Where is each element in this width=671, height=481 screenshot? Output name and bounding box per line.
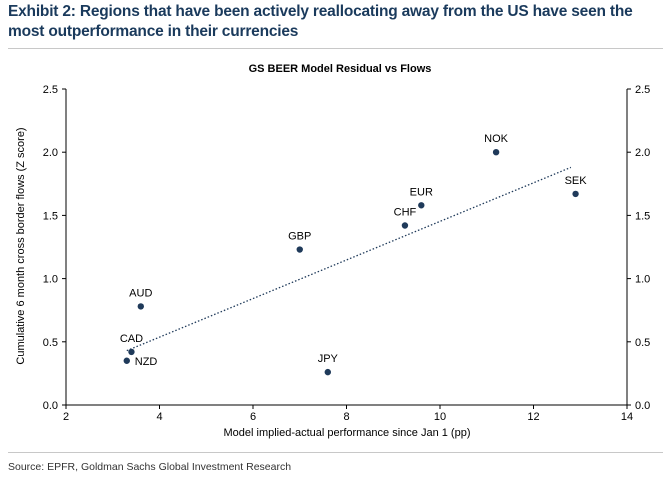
- point-chf: [401, 222, 409, 229]
- y-tick-label-right: 2.0: [635, 147, 650, 159]
- y-tick-label-right: 2.5: [635, 84, 650, 96]
- y-tick-label-left: 2.0: [43, 147, 58, 159]
- y-tick-label-left: 2.5: [43, 84, 58, 96]
- y-tick-label-left: 1.0: [43, 274, 58, 286]
- point-gbp: [296, 246, 303, 253]
- point-jpy: [324, 368, 331, 376]
- point-label-cad: CAD: [120, 333, 143, 345]
- x-tick-label: 4: [156, 411, 162, 423]
- y-tick-label-right: 1.0: [635, 274, 650, 286]
- point-label-nok: NOK: [484, 133, 509, 145]
- x-tick-label: 6: [250, 411, 256, 423]
- y-tick-label-right: 1.5: [635, 210, 650, 222]
- point-cad: [128, 348, 135, 356]
- point-label-jpy: JPY: [318, 353, 339, 365]
- point-nzd: [123, 357, 130, 364]
- x-tick-label: 8: [343, 411, 349, 423]
- exhibit-title: Exhibit 2: Regions that have been active…: [8, 3, 633, 40]
- point-label-eur: EUR: [410, 186, 433, 198]
- y-tick-label-left: 0.0: [43, 400, 58, 412]
- trendline-group: [126, 166, 572, 352]
- point-label-gbp: GBP: [288, 231, 311, 243]
- point-aud: [137, 303, 144, 310]
- top-divider: [8, 48, 663, 49]
- point-label-chf: CHF: [394, 207, 417, 219]
- y-tick-label-right: 0.0: [635, 400, 650, 412]
- point-sek: [572, 190, 579, 198]
- trendline: [126, 166, 572, 352]
- points-group: NOK SEK EUR CHF GBP AUD CAD NZD JPY: [120, 133, 588, 376]
- point-label-sek: SEK: [565, 175, 588, 187]
- y-tick-label-left: 0.5: [43, 337, 58, 349]
- x-axis-label: Model implied-actual performance since J…: [223, 427, 470, 439]
- point-nok: [492, 149, 500, 156]
- bottom-divider: [8, 452, 663, 453]
- chart-title: GS BEER Model Residual vs Flows: [249, 63, 432, 75]
- x-tick-label: 2: [63, 411, 69, 423]
- x-tick-label: 14: [621, 411, 633, 423]
- y-tick-label-left: 1.5: [43, 210, 58, 222]
- axes: 0.0 0.0 0.5 0.5 1.0 1.0 1.5 1.5 2.0 2.0 2.5 2.5 2 4 6 8…: [43, 84, 651, 423]
- source-note: Source: EPFR, Goldman Sachs Global Inves…: [8, 461, 292, 473]
- point-eur: [418, 202, 425, 209]
- y-tick-label-right: 0.5: [635, 337, 650, 349]
- x-tick-label: 12: [527, 411, 539, 423]
- point-label-nzd: NZD: [135, 356, 158, 368]
- x-tick-label: 10: [434, 411, 446, 423]
- point-label-aud: AUD: [129, 287, 152, 299]
- y-axis-label: Cumulative 6 month cross border flows (Z…: [15, 127, 27, 364]
